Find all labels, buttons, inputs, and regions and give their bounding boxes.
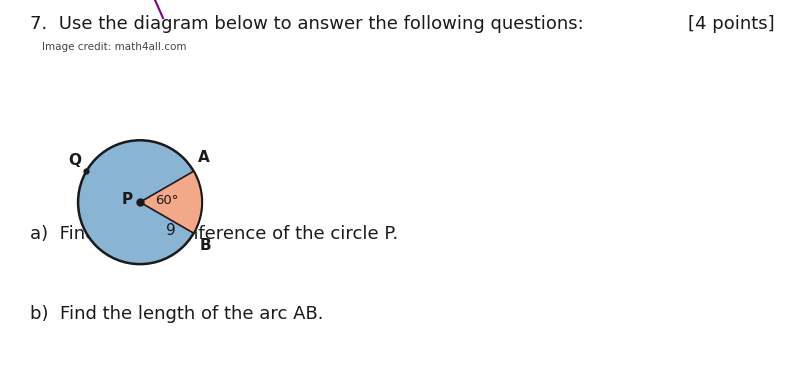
Text: [4 points]: [4 points]	[688, 15, 775, 33]
Circle shape	[78, 140, 202, 264]
Text: 7.  Use the diagram below to answer the following questions:: 7. Use the diagram below to answer the f…	[30, 15, 584, 33]
Text: Q: Q	[69, 152, 82, 168]
Text: B: B	[200, 238, 211, 253]
Text: A: A	[198, 150, 210, 165]
Text: a)  Find the circumference of the circle P.: a) Find the circumference of the circle …	[30, 225, 398, 243]
Text: 9: 9	[166, 223, 176, 238]
Text: Image credit: math4all.com: Image credit: math4all.com	[42, 42, 186, 52]
Text: 60°: 60°	[155, 194, 179, 207]
Text: b)  Find the length of the arc AB.: b) Find the length of the arc AB.	[30, 305, 323, 323]
Text: P: P	[122, 192, 133, 207]
Wedge shape	[140, 171, 202, 233]
